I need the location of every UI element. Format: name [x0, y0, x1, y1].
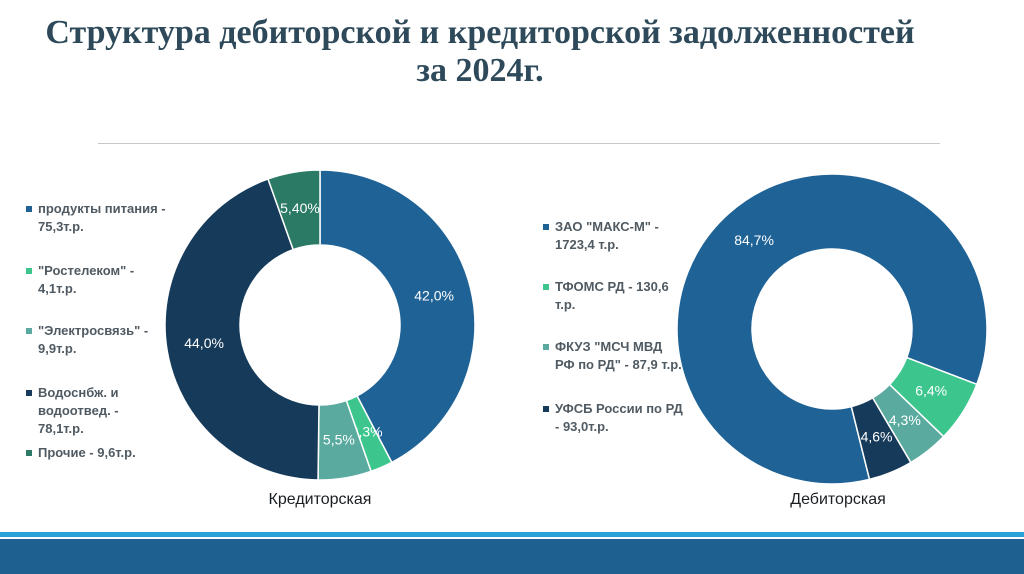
legend-item: продукты питания - 75,3т.р. [26, 200, 166, 236]
slice-data-label: 4,6% [861, 428, 893, 444]
legend-swatch [543, 344, 549, 350]
page-title: Структура дебиторской и кредиторской зад… [40, 14, 920, 90]
footer-accent-line [0, 532, 1024, 537]
slice-data-label: 42,0% [414, 288, 454, 304]
slice-data-label: 44,0% [184, 335, 224, 351]
donut-slice [267, 169, 321, 251]
slice-data-label: 5,5% [323, 432, 355, 448]
legend-item: "Электросвязь" - 9,9т.р. [26, 322, 166, 358]
legend-label: "Ростелеком" - 4,1т.р. [38, 263, 135, 296]
legend-swatch [26, 328, 32, 334]
legend-swatch [26, 450, 32, 456]
legend-item: ФКУЗ "МСЧ МВД РФ по РД" - 87,9 т.р. [543, 338, 683, 374]
legend-item: Прочие - 9,6т.р. [26, 444, 136, 462]
legend-label: Прочие - 9,6т.р. [38, 445, 136, 460]
legend-item: "Ростелеком" - 4,1т.р. [26, 262, 166, 298]
donut-slice [676, 173, 988, 485]
legend-label: продукты питания - 75,3т.р. [38, 201, 166, 234]
legend-label: Водоснбж. и водоотвед. - 78,1т.р. [38, 385, 119, 436]
footer-bar [0, 539, 1024, 574]
slice-data-label: 5,40% [280, 200, 320, 216]
legend-item: ЗАО "МАКС-М" - 1723,4 т.р. [543, 218, 683, 254]
title-line-2: за 2024г. [416, 52, 544, 89]
creditor-chart-caption: Кредиторская [268, 491, 372, 508]
title-divider [98, 143, 940, 144]
donut-slice [319, 169, 476, 464]
legend-swatch [543, 224, 549, 230]
legend-item: ТФОМС РД - 130,6 т.р. [543, 278, 683, 314]
donut-slice [850, 396, 912, 481]
legend-label: ФКУЗ "МСЧ МВД РФ по РД" - 87,9 т.р. [555, 339, 682, 372]
legend-item: УФСБ России по РД - 93,0т.р. [543, 400, 683, 436]
slice-data-label: 4,3% [889, 412, 921, 428]
legend-swatch [543, 406, 549, 412]
donut-slice [164, 178, 320, 481]
legend-swatch [26, 206, 32, 212]
legend-label: ЗАО "МАКС-М" - 1723,4 т.р. [555, 219, 659, 252]
legend-swatch [543, 284, 549, 290]
legend-item: Водоснбж. и водоотвед. - 78,1т.р. [26, 384, 166, 438]
debitor-chart-caption: Дебиторская [790, 491, 886, 508]
legend-swatch [26, 268, 32, 274]
title-line-1: Структура дебиторской и кредиторской зад… [45, 14, 915, 51]
slice-data-label: 6,4% [915, 383, 947, 399]
legend-swatch [26, 390, 32, 396]
slice-data-label: 84,7% [734, 232, 774, 248]
legend-label: "Электросвязь" - 9,9т.р. [38, 323, 149, 356]
legend-label: ТФОМС РД - 130,6 т.р. [555, 279, 669, 312]
legend-label: УФСБ России по РД - 93,0т.р. [555, 401, 683, 434]
